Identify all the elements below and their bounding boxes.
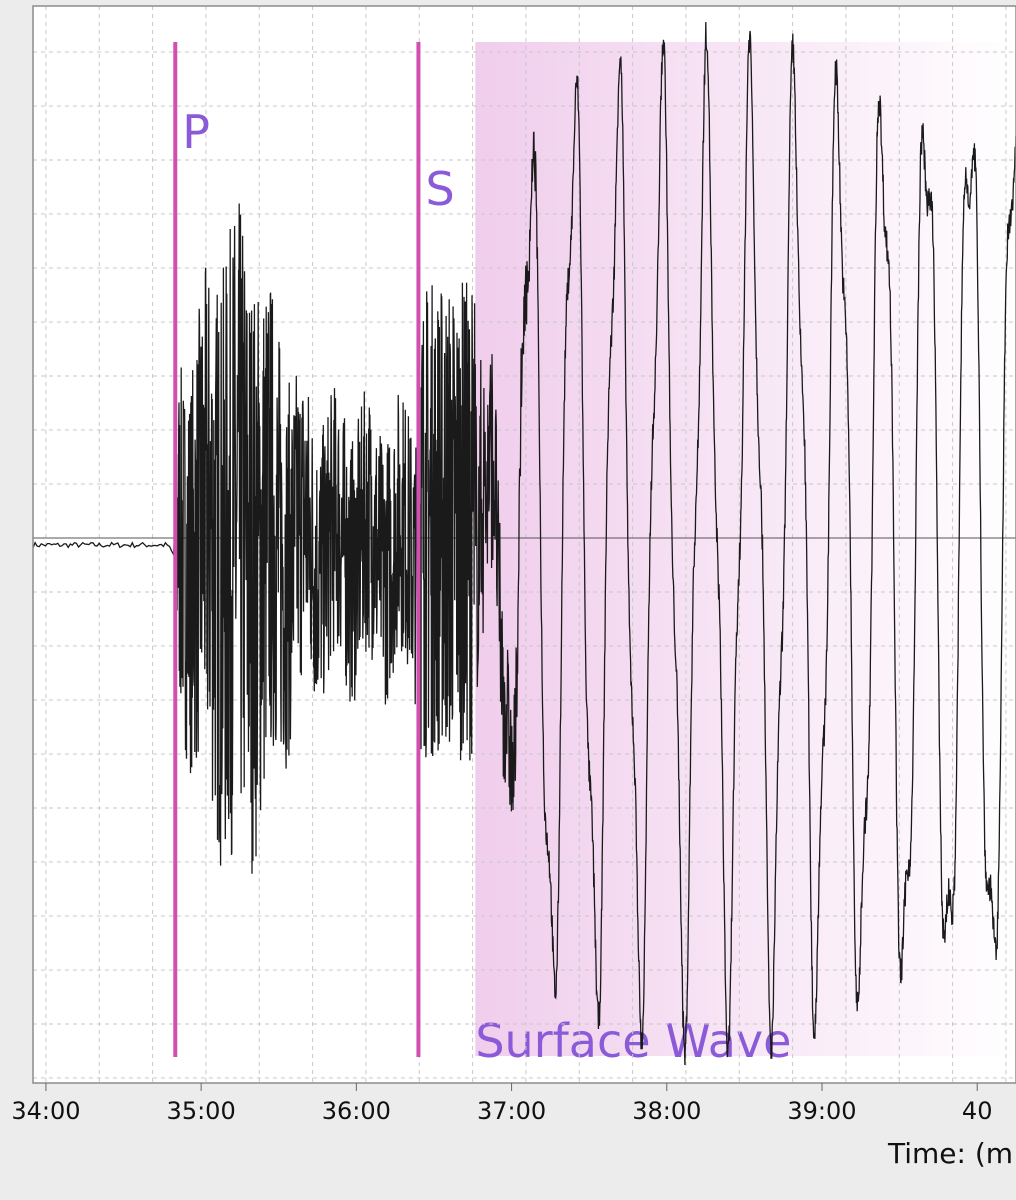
x-tick-label: 40 [962, 1097, 993, 1125]
markers-layer: PS [173, 42, 455, 1057]
plot-frame [32, 5, 1016, 1084]
x-tick-label: 35:00 [167, 1097, 236, 1125]
x-tick-label: 38:00 [632, 1097, 701, 1125]
x-tick-label: 34:00 [11, 1097, 80, 1125]
trace-layer [32, 21, 1016, 1066]
seismic-trace [32, 21, 1016, 1066]
x-tick-label: 37:00 [477, 1097, 546, 1125]
ticks-layer: 34:00 35:00 36:00 37:00 38:00 39:00 40 [11, 1083, 992, 1125]
x-axis-label: Time: (m [887, 1137, 1013, 1170]
x-tick-label: 39:00 [787, 1097, 856, 1125]
surface-wave-label: Surface Wave [475, 1014, 791, 1068]
phase-label-s: S [425, 162, 454, 216]
phase-label-p: P [182, 105, 210, 159]
x-tick-label: 36:00 [322, 1097, 391, 1125]
